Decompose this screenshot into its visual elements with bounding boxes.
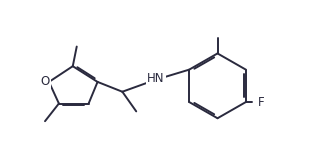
Text: F: F [257, 95, 264, 109]
Text: HN: HN [147, 73, 165, 85]
Text: O: O [40, 75, 50, 88]
